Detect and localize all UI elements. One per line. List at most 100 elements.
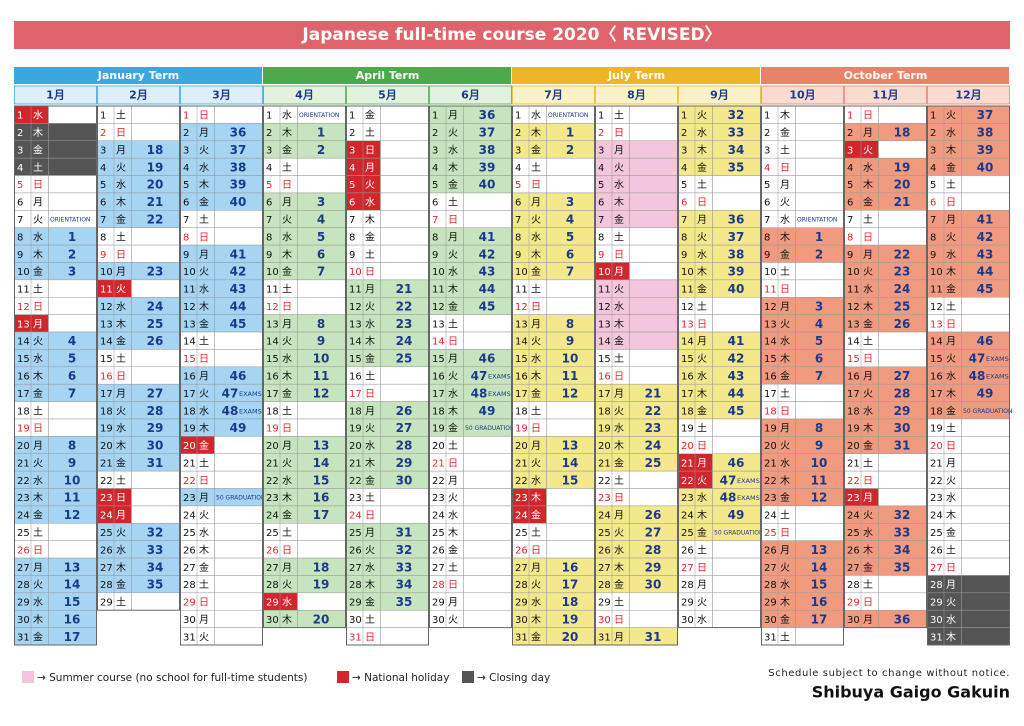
week-cell xyxy=(463,210,512,228)
week-number: 33 xyxy=(396,560,413,574)
weekday: 月 xyxy=(863,249,873,261)
day-number: 2 xyxy=(847,128,853,139)
day-number: 9 xyxy=(847,250,853,261)
weekday: 土 xyxy=(282,283,292,296)
day-number: 24 xyxy=(349,511,362,522)
week-cell xyxy=(961,418,1010,437)
week-cell xyxy=(463,192,512,211)
week-cell xyxy=(546,297,595,315)
day-number: 27 xyxy=(349,563,362,574)
day-number: 7 xyxy=(17,215,23,226)
week-cell xyxy=(131,349,180,368)
weekday: 水 xyxy=(365,197,375,209)
week-number: 18 xyxy=(313,560,330,574)
week-cell xyxy=(712,192,761,211)
weekday: 土 xyxy=(33,283,43,296)
weekday: 日 xyxy=(199,232,209,243)
week-cell xyxy=(795,157,844,176)
week-number: 48 xyxy=(969,369,986,383)
week-cell xyxy=(961,453,1010,472)
month-header xyxy=(429,85,512,105)
day-number: 21 xyxy=(515,458,528,469)
day-number: 28 xyxy=(349,580,362,591)
week-number: 21 xyxy=(396,282,413,296)
week-cell xyxy=(961,627,1010,646)
weekday: 木 xyxy=(365,457,375,469)
weekday: 水 xyxy=(365,562,375,574)
day-number: 1 xyxy=(100,111,106,122)
day-number: 29 xyxy=(930,598,943,609)
day-number: 29 xyxy=(183,598,196,609)
weekday: 金 xyxy=(116,213,126,226)
weekday: 土 xyxy=(863,456,873,469)
weekday: 火 xyxy=(365,544,375,556)
weekday: 火 xyxy=(863,266,873,278)
day-number: 18 xyxy=(349,406,362,417)
week-number: 4 xyxy=(68,334,76,348)
week-cell xyxy=(795,123,844,142)
day-number: 30 xyxy=(598,615,611,626)
weekday: 火 xyxy=(282,336,292,348)
week-cell xyxy=(214,227,263,246)
week-number: 32 xyxy=(728,108,745,122)
day-number: 24 xyxy=(515,511,528,522)
day-number: 26 xyxy=(764,545,777,556)
weekday: 日 xyxy=(863,111,873,122)
day-number: 19 xyxy=(432,424,445,435)
day-number: 8 xyxy=(930,232,936,243)
day-number: 19 xyxy=(847,424,860,435)
week-number: 5 xyxy=(317,230,325,244)
month-label: 6月 xyxy=(461,89,480,102)
weekday: 火 xyxy=(448,614,458,626)
weekday: 土 xyxy=(780,630,790,643)
week-number: 15 xyxy=(313,473,330,487)
week-number: 39 xyxy=(728,265,745,279)
day-number: 30 xyxy=(930,615,943,626)
day-number: 14 xyxy=(598,337,611,348)
weekday: 木 xyxy=(33,614,43,626)
week-cell xyxy=(131,488,180,507)
day-number: 7 xyxy=(847,215,853,226)
week-number: 35 xyxy=(728,160,745,174)
day-note: EXAMS xyxy=(737,477,760,485)
week-cell xyxy=(214,453,263,472)
week-cell xyxy=(712,175,761,194)
day-number: 16 xyxy=(930,372,943,383)
day-number: 10 xyxy=(432,267,445,278)
week-cell xyxy=(463,436,512,454)
week-number: 32 xyxy=(894,508,911,522)
legend-swatch xyxy=(22,671,34,683)
weekday: 金 xyxy=(199,196,209,209)
week-number: 24 xyxy=(894,282,911,296)
weekday: 木 xyxy=(697,388,707,400)
weekday: 火 xyxy=(614,527,624,539)
day-number: 26 xyxy=(17,545,30,556)
day-number: 30 xyxy=(764,615,777,626)
day-number: 7 xyxy=(681,215,687,226)
week-number: 31 xyxy=(645,630,662,644)
day-number: 29 xyxy=(681,598,694,609)
weekday: 月 xyxy=(199,127,209,139)
day-number: 17 xyxy=(598,389,611,400)
day-number: 27 xyxy=(100,563,113,574)
day-number: 2 xyxy=(515,128,521,139)
day-number: 14 xyxy=(847,337,860,348)
week-number: 27 xyxy=(645,525,662,539)
day-number: 1 xyxy=(432,111,438,122)
week-number: 28 xyxy=(147,404,164,418)
day-number: 6 xyxy=(515,198,521,209)
day-number: 3 xyxy=(681,145,687,156)
weekday: 土 xyxy=(199,335,209,348)
day-number: 13 xyxy=(764,319,777,330)
day-number: 4 xyxy=(515,163,521,174)
week-number: 36 xyxy=(230,126,247,140)
legend-swatch xyxy=(337,671,349,683)
weekday: 金 xyxy=(448,422,458,435)
weekday: 水 xyxy=(448,510,458,522)
week-cell xyxy=(214,436,263,454)
day-number: 30 xyxy=(515,615,528,626)
weekday: 月 xyxy=(531,318,541,330)
week-number: 49 xyxy=(230,421,247,435)
weekday: 木 xyxy=(614,562,624,574)
day-number: 15 xyxy=(681,354,694,365)
